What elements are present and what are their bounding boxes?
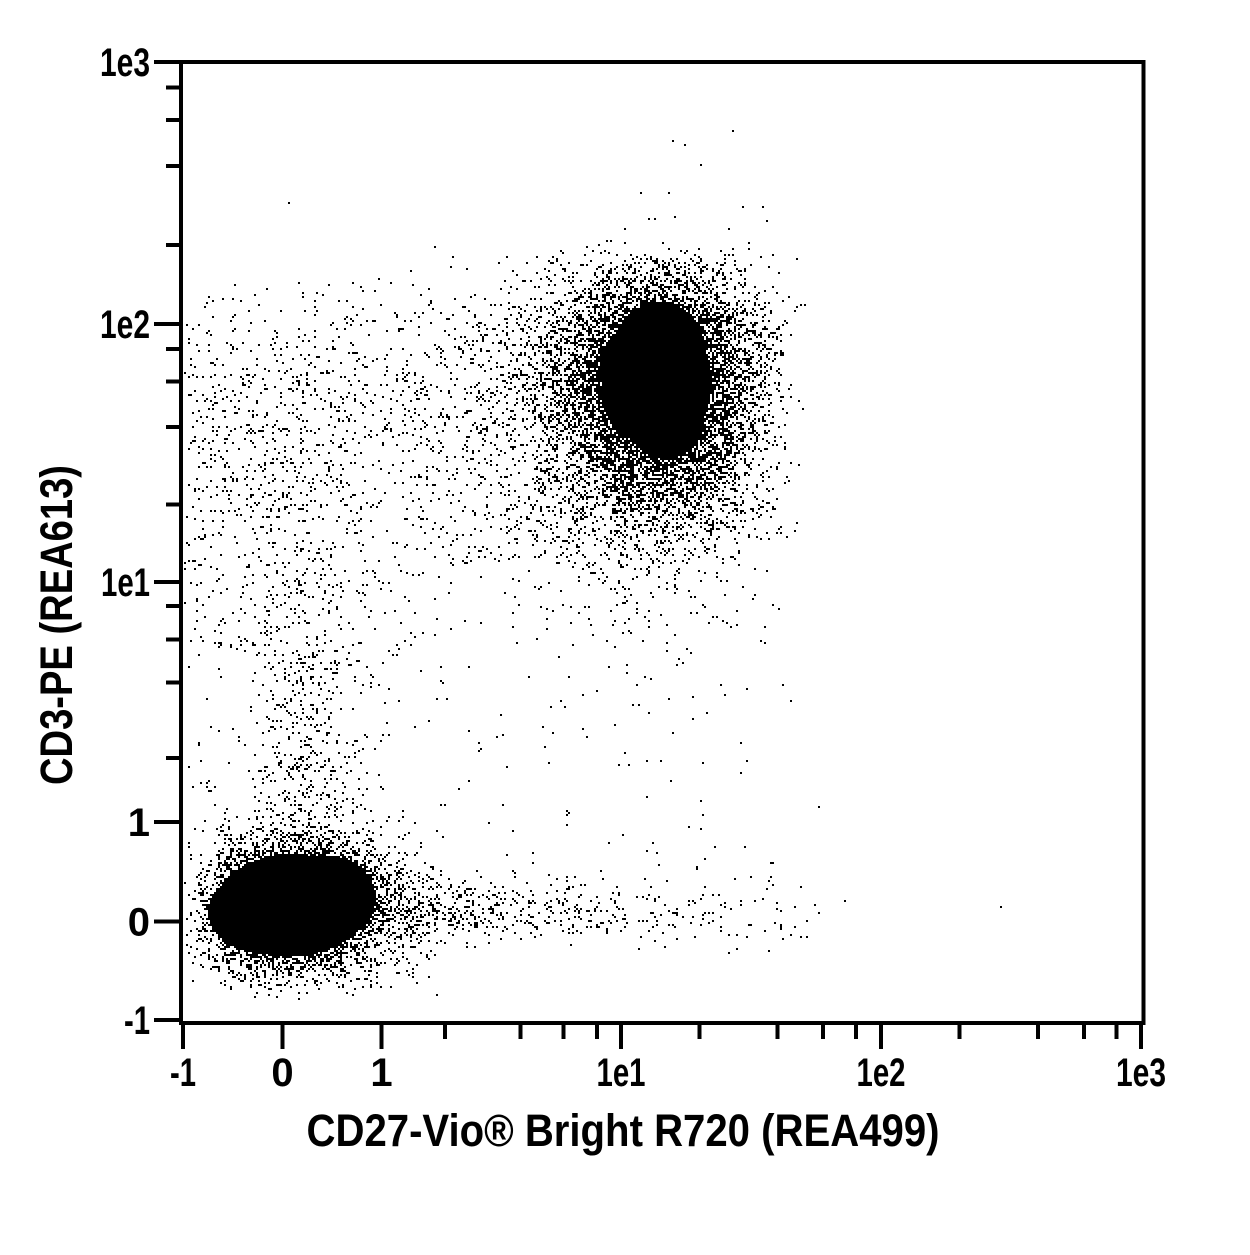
svg-text:1: 1 <box>370 1051 392 1095</box>
svg-text:1: 1 <box>128 801 150 845</box>
svg-text:CD3-PE (REA613): CD3-PE (REA613) <box>31 465 82 785</box>
svg-text:1e1: 1e1 <box>101 561 150 605</box>
svg-text:1e3: 1e3 <box>100 41 150 85</box>
svg-text:1e2: 1e2 <box>857 1051 906 1095</box>
svg-text:1e2: 1e2 <box>100 303 150 347</box>
svg-text:1e3: 1e3 <box>1116 1051 1166 1095</box>
svg-text:1e1: 1e1 <box>597 1051 646 1095</box>
svg-text:0: 0 <box>271 1051 293 1095</box>
svg-text:CD27-Vio® Bright R720 (REA499): CD27-Vio® Bright R720 (REA499) <box>307 1105 940 1156</box>
svg-text:-1: -1 <box>124 999 150 1043</box>
svg-text:0: 0 <box>128 901 150 945</box>
svg-text:-1: -1 <box>170 1051 196 1095</box>
